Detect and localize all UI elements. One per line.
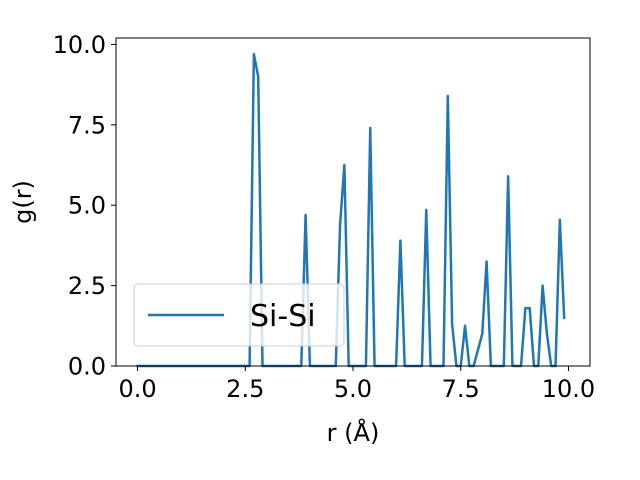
legend-entry-0: Si-Si — [250, 299, 316, 334]
x-tick-label: 5.0 — [334, 375, 372, 403]
x-tick-label: 10.0 — [542, 375, 595, 403]
legend-box — [133, 283, 345, 347]
legend: Si-Si — [133, 283, 345, 347]
y-tick-label: 7.5 — [68, 111, 106, 139]
x-tick-label: 0.0 — [118, 375, 156, 403]
y-tick-label: 5.0 — [68, 192, 106, 220]
y-tick-label: 0.0 — [68, 353, 106, 381]
y-tick-label: 2.5 — [68, 272, 106, 300]
y-axis-label: g(r) — [9, 180, 37, 224]
axes: 0.0 2.5 5.0 7.5 10.0 0.0 2.5 5.0 7.5 10.0 r (Å) g(r… — [9, 31, 595, 447]
x-tick-label: 7.5 — [442, 375, 480, 403]
y-tick-label: 10.0 — [53, 31, 106, 59]
x-axis-label: r (Å) — [327, 418, 380, 447]
x-tick-label: 2.5 — [226, 375, 264, 403]
